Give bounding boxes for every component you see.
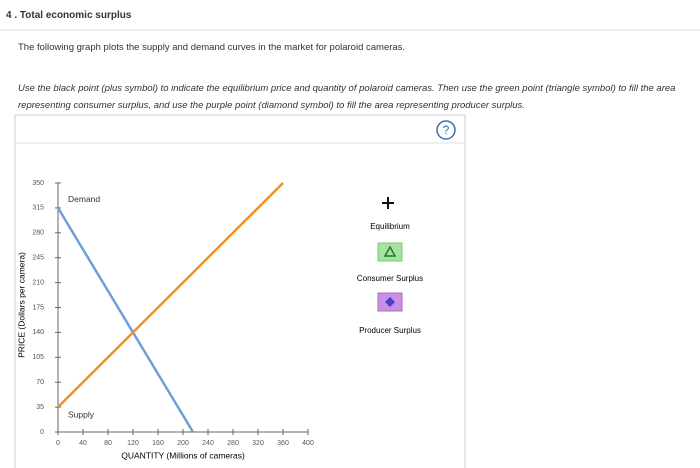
x-tick-label: 160 xyxy=(152,440,164,447)
y-tick-label: 280 xyxy=(32,230,44,237)
series-label: Supply xyxy=(68,409,95,419)
x-tick-label: 240 xyxy=(202,440,214,447)
help-text[interactable]: ? xyxy=(443,123,450,137)
y-tick-label: 350 xyxy=(32,180,44,187)
y-tick-label: 70 xyxy=(36,379,44,386)
series-line xyxy=(57,182,284,408)
x-tick-label: 80 xyxy=(104,440,112,447)
instructions: Use the black point (plus symbol) to ind… xyxy=(18,83,676,111)
x-tick-label: 360 xyxy=(277,440,289,447)
intro: The following graph plots the supply and… xyxy=(18,42,406,53)
y-tick-label: 105 xyxy=(32,354,44,361)
x-tick-label: 400 xyxy=(302,440,314,447)
series-label: Demand xyxy=(68,194,100,204)
diamond-icon xyxy=(385,297,395,307)
palette-label: Producer Surplus xyxy=(359,326,421,335)
y-tick-label: 140 xyxy=(32,329,44,336)
plus-tool[interactable] xyxy=(382,197,394,209)
x-tick-label: 120 xyxy=(127,440,139,447)
series-line xyxy=(56,207,195,433)
x-axis-title: QUANTITY (Millions of cameras) xyxy=(121,450,245,460)
title: 4 . Total economic surplus xyxy=(6,10,132,21)
graph-panel xyxy=(14,114,466,468)
y-tick-label: 245 xyxy=(32,255,44,262)
y-tick-label: 210 xyxy=(32,279,44,286)
x-tick-label: 200 xyxy=(177,440,189,447)
palette-label: Consumer Surplus xyxy=(357,274,423,283)
x-tick-label: 40 xyxy=(79,440,87,447)
x-tick-label: 280 xyxy=(227,440,239,447)
y-tick-label: 0 xyxy=(40,429,44,436)
y-tick-label: 315 xyxy=(32,205,44,212)
triangle-icon xyxy=(383,245,397,257)
x-tick-label: 0 xyxy=(56,440,60,447)
y-tick-label: 35 xyxy=(36,404,44,411)
y-axis-title: PRICE (Dollars per camera) xyxy=(16,252,26,358)
y-tick-label: 175 xyxy=(32,304,44,311)
palette-label: Equilibrium xyxy=(370,222,410,231)
x-tick-label: 320 xyxy=(252,440,264,447)
help-icon[interactable] xyxy=(436,120,456,140)
